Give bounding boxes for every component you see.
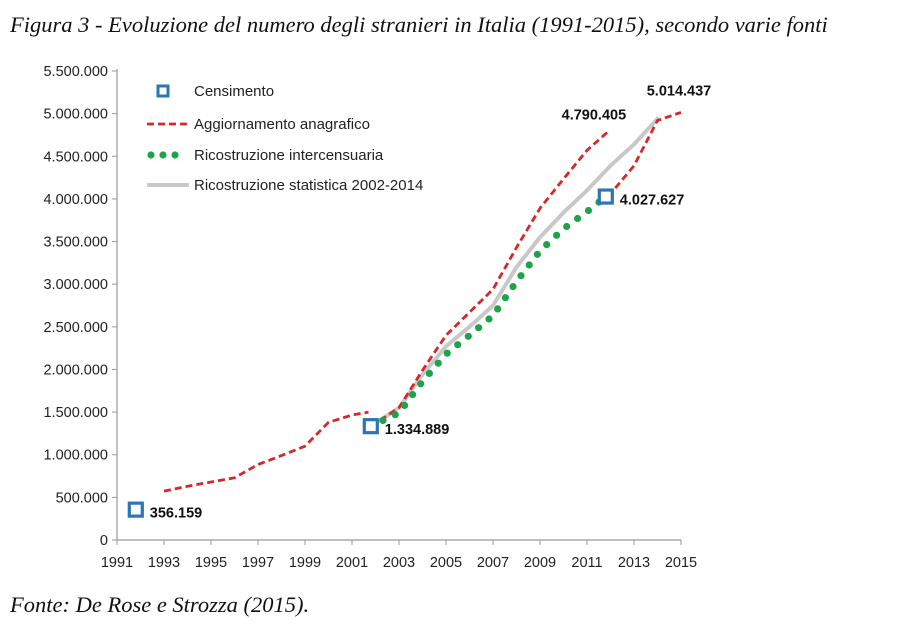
x-tick-label: 2007	[477, 555, 509, 571]
x-tick-label: 2011	[571, 555, 602, 571]
y-tick-label: 3.500.000	[43, 235, 108, 251]
series-ricostruzione-intercensuaria-dot	[509, 283, 517, 291]
x-tick-label: 1999	[289, 555, 321, 571]
x-tick-label: 2003	[383, 555, 415, 571]
x-tick-label: 1993	[148, 555, 180, 571]
y-tick-label: 1.500.000	[43, 405, 108, 421]
series-ricostruzione-intercensuaria-dot	[563, 222, 571, 231]
series-ricostruzione-intercensuaria-dot	[434, 359, 442, 367]
censimento-marker	[127, 501, 144, 518]
x-tick-label: 1995	[195, 555, 227, 571]
series-ricostruzione-intercensuaria-dot	[425, 369, 433, 377]
series-ricostruzione-intercensuaria-dot	[543, 241, 551, 249]
legend-label: Censimento	[194, 83, 274, 100]
data-label: 4.790.405	[562, 108, 627, 124]
y-tick-label: 2.500.000	[43, 320, 108, 336]
y-tick-label: 4.500.000	[43, 149, 108, 165]
y-tick-label: 4.000.000	[43, 192, 108, 208]
y-tick-label: 1.000.000	[43, 448, 108, 464]
data-label: 5.014.437	[647, 83, 712, 99]
x-tick-label: 1991	[101, 555, 133, 571]
x-tick-label: 2005	[430, 555, 462, 571]
series-ricostruzione-intercensuaria-dot	[401, 401, 409, 409]
series-ricostruzione-intercensuaria-dot	[533, 250, 542, 258]
data-label: 4.027.627	[620, 193, 685, 209]
series-ricostruzione-intercensuaria-dot	[485, 315, 493, 323]
x-tick-label: 2013	[618, 555, 650, 571]
legend-label: Aggiornamento anagrafico	[194, 116, 370, 133]
data-label: 1.334.889	[385, 422, 450, 438]
legend-marker-ricostruzione-intercensuaria	[171, 151, 179, 159]
series-ricostruzione-intercensuaria-dot	[475, 324, 483, 332]
censimento-marker	[597, 188, 614, 205]
series-aggiornamento-anagrafico-segment	[607, 111, 682, 198]
y-tick-label: 0	[100, 533, 108, 549]
series-ricostruzione-intercensuaria-dot	[454, 341, 462, 349]
censimento-marker	[362, 418, 379, 435]
x-tick-label: 2015	[665, 555, 697, 571]
y-tick-label: 2.000.000	[43, 362, 108, 378]
y-tick-label: 500.000	[56, 490, 108, 506]
x-tick-label: 1997	[242, 555, 274, 571]
series-ricostruzione-intercensuaria-dot	[584, 206, 593, 215]
x-tick-label: 2009	[524, 555, 556, 571]
series-aggiornamento-anagrafico-segment	[370, 130, 610, 428]
series-ricostruzione-intercensuaria-dot	[501, 294, 509, 302]
legend-marker-censimento	[156, 84, 170, 98]
y-tick-label: 5.500.000	[43, 64, 108, 80]
legend-marker-ricostruzione-intercensuaria	[159, 151, 167, 159]
series-ricostruzione-intercensuaria-dot	[443, 349, 451, 357]
series-ricostruzione-intercensuaria-dot	[494, 305, 502, 313]
series-ricostruzione-intercensuaria-dot	[553, 231, 561, 239]
legend-label: Ricostruzione statistica 2002-2014	[194, 177, 423, 194]
figure-title: Figura 3 - Evoluzione del numero degli s…	[10, 12, 828, 37]
series-aggiornamento-anagrafico-segment	[163, 410, 369, 493]
series-ricostruzione-intercensuaria-dot	[574, 214, 582, 223]
series-ricostruzione-statistica-line	[368, 116, 660, 429]
series-ricostruzione-intercensuaria-dot	[517, 272, 525, 280]
figure-source: Fonte: De Rose e Strozza (2015).	[10, 592, 310, 617]
series-ricostruzione-intercensuaria-dot	[379, 416, 387, 424]
x-tick-label: 2001	[336, 555, 368, 571]
series-ricostruzione-intercensuaria-dot	[525, 261, 533, 269]
series-ricostruzione-intercensuaria-dot	[391, 411, 399, 419]
data-label: 356.159	[150, 506, 202, 522]
y-tick-label: 5.000.000	[43, 107, 108, 123]
legend-label: Ricostruzione intercensuaria	[194, 147, 384, 164]
series-ricostruzione-intercensuaria-dot	[464, 332, 472, 340]
y-tick-label: 3.000.000	[43, 277, 108, 293]
series-ricostruzione-intercensuaria-dot	[417, 380, 425, 388]
series-ricostruzione-intercensuaria-dot	[409, 391, 417, 399]
legend-marker-ricostruzione-intercensuaria	[147, 151, 155, 159]
